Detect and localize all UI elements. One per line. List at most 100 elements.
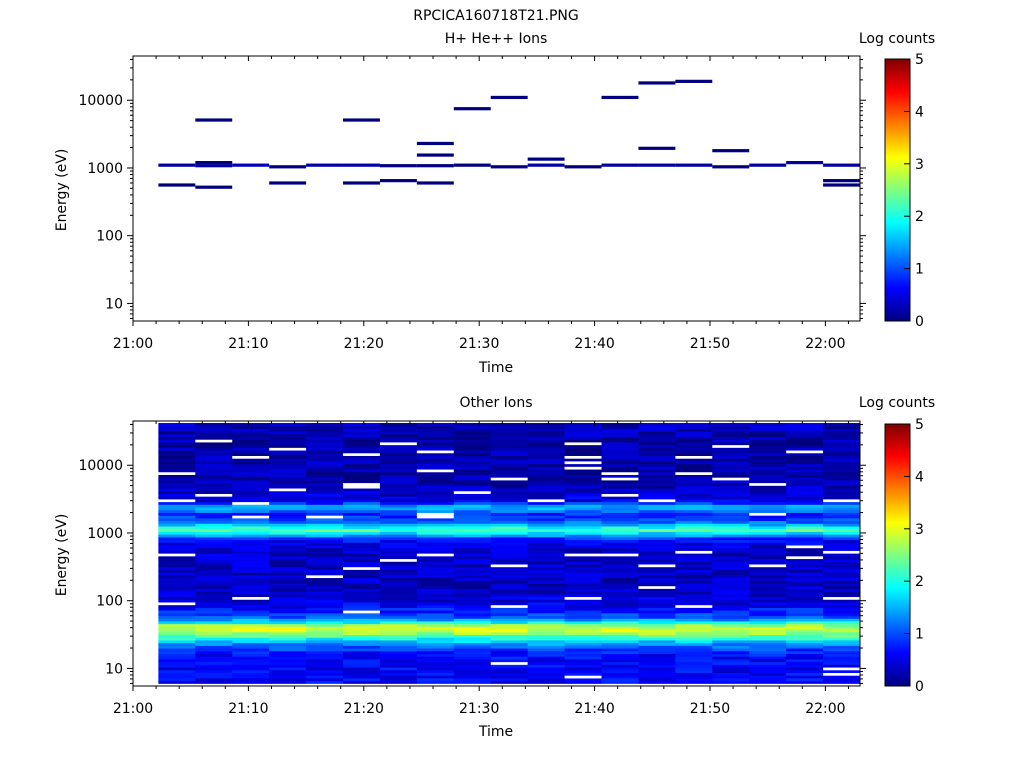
data-bin <box>306 488 344 492</box>
data-bin <box>379 498 418 503</box>
data-bin <box>601 479 639 484</box>
data-bin <box>823 623 860 627</box>
data-bin <box>306 588 344 592</box>
data-bin <box>675 498 713 503</box>
data-bin <box>232 474 270 478</box>
data-bin <box>490 425 529 429</box>
data-bin <box>490 659 529 663</box>
data-bin <box>823 678 860 682</box>
data-bin <box>638 650 676 655</box>
data-bin <box>601 163 639 167</box>
data-bin <box>823 640 860 644</box>
data-bin <box>306 615 344 619</box>
data-bin <box>158 545 196 549</box>
data-bin <box>749 607 787 611</box>
data-bin <box>564 653 602 657</box>
data-bin <box>823 463 860 467</box>
data-bin <box>675 450 713 454</box>
data-bin <box>306 512 344 516</box>
data-bin <box>638 425 676 429</box>
data-bin <box>564 574 602 579</box>
data-bin <box>232 444 270 448</box>
data-bin <box>490 471 529 475</box>
data-bin <box>416 498 455 503</box>
data-bin <box>306 520 344 524</box>
data-bin <box>490 637 529 641</box>
data-bin <box>786 593 824 598</box>
data-bin <box>195 471 233 475</box>
data-bin <box>601 553 639 557</box>
data-bin <box>343 675 381 679</box>
colorbar-gradient <box>884 423 911 687</box>
data-bin <box>306 572 344 576</box>
data-bin <box>158 626 196 630</box>
data-bin <box>638 523 676 527</box>
data-bin <box>269 181 307 185</box>
data-bin <box>306 425 344 429</box>
data-bin <box>453 607 492 611</box>
data-bin <box>343 566 381 570</box>
data-bin <box>638 482 676 486</box>
data-bin <box>527 463 565 467</box>
data-bin <box>712 650 750 655</box>
data-bin <box>379 479 418 484</box>
data-bin <box>416 667 455 671</box>
data-bin <box>490 623 529 627</box>
data-bin <box>158 642 196 646</box>
data-bin <box>158 493 196 497</box>
data-bin <box>749 588 787 592</box>
x-tick-label: 21:00 <box>113 336 153 352</box>
data-bin <box>343 564 381 568</box>
data-bin <box>564 542 602 546</box>
data-bin <box>786 431 824 435</box>
data-bin <box>379 477 418 481</box>
data-bin <box>823 474 860 478</box>
data-bin <box>379 561 418 565</box>
data-bin <box>823 645 860 649</box>
data-bin <box>269 593 307 598</box>
data-bin <box>564 667 602 671</box>
data-bin <box>712 474 750 478</box>
data-bin <box>343 118 380 122</box>
data-bin <box>786 512 824 516</box>
data-bin <box>416 593 455 598</box>
data-bin <box>195 580 233 584</box>
data-bin <box>564 512 602 516</box>
data-bin <box>379 444 418 448</box>
data-bin <box>306 631 344 636</box>
data-bin <box>749 455 787 459</box>
data-bin <box>306 656 344 660</box>
data-bin <box>343 680 381 684</box>
data-bin <box>786 498 824 503</box>
data-bin <box>232 612 270 617</box>
data-bin <box>343 512 381 516</box>
data-bin <box>527 485 565 489</box>
data-bin <box>823 498 860 503</box>
data-bin <box>786 680 824 684</box>
data-bin <box>269 653 307 657</box>
data-bin <box>232 566 270 570</box>
data-bin <box>195 509 233 513</box>
data-bin <box>601 504 639 508</box>
data-bin <box>490 517 529 522</box>
data-bin <box>527 553 565 557</box>
data-bin <box>269 545 307 549</box>
data-bin <box>379 493 418 497</box>
data-bin <box>379 517 418 522</box>
data-bin <box>158 574 196 579</box>
data-bin <box>675 504 713 508</box>
data-bin <box>453 558 492 562</box>
data-bin <box>712 488 750 492</box>
data-bin <box>416 555 455 560</box>
data-bin <box>416 615 455 619</box>
data-bin <box>195 501 233 505</box>
data-bin <box>786 547 824 551</box>
data-bin <box>158 444 196 448</box>
data-bin <box>306 626 344 630</box>
data-bin <box>638 583 676 587</box>
data-bin <box>712 433 750 437</box>
data-bin <box>564 555 602 560</box>
data-bin <box>712 539 750 543</box>
data-bin <box>453 626 492 630</box>
